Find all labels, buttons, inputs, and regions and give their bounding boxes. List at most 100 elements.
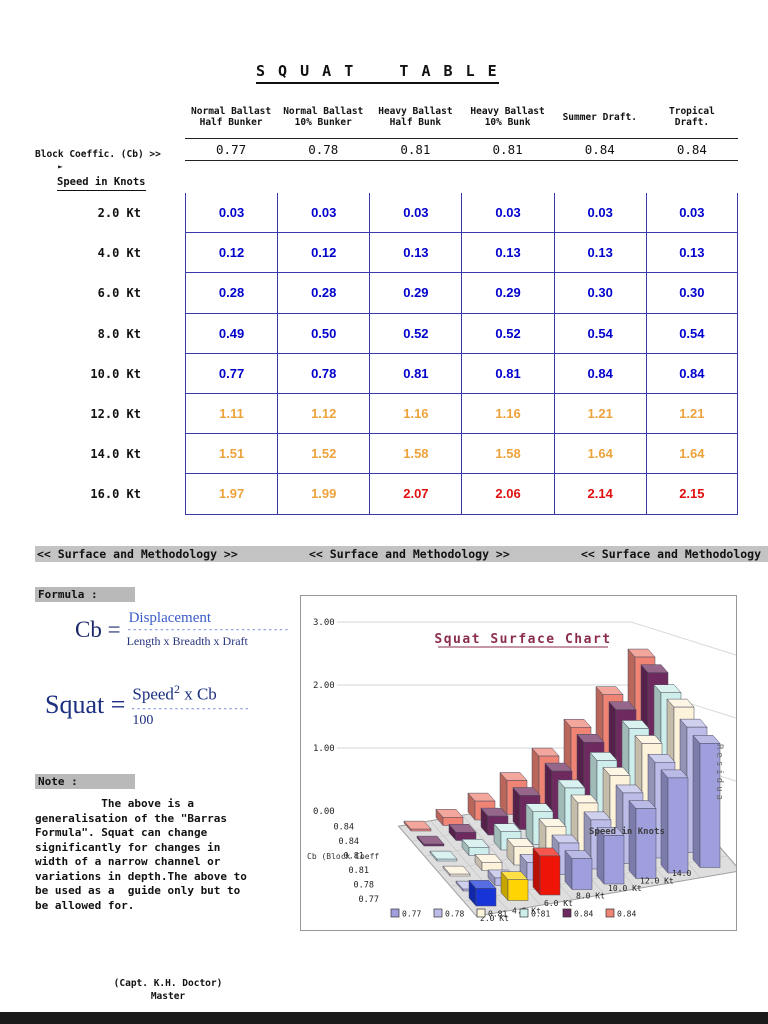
- squat-value-cell: 0.78: [277, 353, 370, 394]
- bar-3d: [403, 820, 432, 832]
- column-header: Heavy Ballast 10% Bunk: [461, 100, 553, 134]
- legend-label: 0.84: [574, 910, 593, 919]
- legend-label: 0.81: [531, 910, 550, 919]
- squat-formula-numerator: Speed2 x Cb: [132, 682, 217, 704]
- column-header: Tropical Draft.: [646, 100, 738, 134]
- squat-value-cell: 1.16: [369, 393, 462, 435]
- squat-value-cell: 1.52: [277, 434, 370, 475]
- methodology-bar: << Surface and Methodology >> << Surface …: [35, 546, 768, 562]
- cb-value: 0.77: [216, 142, 247, 157]
- bar-3d: [474, 853, 503, 872]
- cb-value: 0.81: [492, 142, 523, 157]
- cb-formula: Cb = Displacement ----------------------…: [75, 610, 289, 649]
- column-header-line: Half Bunker: [199, 117, 263, 128]
- squat-value-cell: 0.03: [277, 193, 370, 234]
- series-axis-label: 0.81: [344, 852, 364, 862]
- cb-formula-fraction-bar: ------------------------------: [126, 625, 290, 635]
- squat-value-cell: 0.29: [369, 273, 462, 314]
- cb-formula-numerator: Displacement: [128, 610, 212, 626]
- bar-3d: [461, 838, 490, 857]
- methodology-label: << Surface and Methodology >>: [37, 547, 238, 561]
- squat-value-cell: 1.11: [185, 393, 278, 435]
- page-title: S Q U A T T A B L E: [256, 62, 499, 84]
- legend-swatch: [605, 908, 615, 918]
- squat-value-cell: 0.54: [645, 313, 738, 354]
- squat-surface-chart: 3.00 2.00 1.00 0.00 0.77 0.78 0.81 0.81 0.84 0.84…: [307, 618, 736, 923]
- signature-name: (Capt. K.H. Doctor): [113, 978, 223, 989]
- speed-row-label: 10.0 Kt: [90, 366, 141, 381]
- bar-3d: [468, 879, 497, 907]
- category-axis-label: 2.0 Kt: [480, 914, 509, 923]
- speed-row-label: 4.0 Kt: [97, 246, 141, 261]
- column-header: Normal Ballast 10% Bunker: [277, 100, 369, 134]
- column-header-line: Half Bunk: [389, 117, 442, 128]
- series-axis-label: 0.78: [354, 881, 374, 891]
- cb-value: 0.84: [584, 142, 615, 157]
- squat-value-cell: 0.84: [645, 353, 738, 394]
- squat-value-cell: 0.49: [185, 313, 278, 354]
- bar-3d: [628, 799, 657, 880]
- right-axis-label: Residua: [714, 744, 724, 803]
- value-axis-tick: 0.00: [313, 807, 335, 817]
- methodology-label: << Surface and Methodology >>: [309, 547, 510, 561]
- legend-swatch: [390, 908, 400, 918]
- squat-value-cell: 0.03: [645, 193, 738, 234]
- squat-value-cell: 2.14: [553, 474, 646, 515]
- squat-value-cell: 1.64: [645, 434, 738, 475]
- squat-value-cell: 0.84: [553, 353, 646, 394]
- squat-value-cell: 0.77: [185, 353, 278, 394]
- bar-3d: [499, 771, 528, 816]
- squat-value-cell: 0.30: [645, 273, 738, 314]
- squat-value-cell: 0.03: [461, 193, 554, 234]
- bar-3d: [448, 823, 477, 842]
- squat-surface-chart-panel: 3.00 2.00 1.00 0.00 0.77 0.78 0.81 0.81 0.84 0.84…: [300, 595, 737, 931]
- category-axis-title: Speed in Knots: [589, 826, 665, 837]
- category-axis-label: 10.0 Kt: [608, 884, 642, 893]
- squat-value-cell: 0.12: [185, 233, 278, 274]
- column-header-line: Normal Ballast: [191, 106, 272, 117]
- chart-title: Squat Surface Chart: [434, 632, 611, 647]
- category-axis-label: 6.0 Kt: [544, 899, 573, 908]
- series-axis-label: 0.77: [359, 895, 379, 905]
- speed-row-label: 16.0 Kt: [90, 487, 141, 502]
- signature-block: (Capt. K.H. Doctor) Master: [68, 977, 268, 1003]
- category-axis-label: 12.0 Kt: [640, 877, 674, 886]
- back-wall-edge: [630, 621, 736, 656]
- cb-value: 0.78: [308, 142, 339, 157]
- squat-value-cell: 1.99: [277, 474, 370, 515]
- squat-value-cell: 0.54: [553, 313, 646, 354]
- bar-3d: [435, 808, 464, 827]
- squat-table-body: 2.0 Kt 0.03 0.03 0.03 0.03 0.03 0.03 4.0 Kt 0.12…: [35, 193, 738, 515]
- squat-value-cell: 0.81: [369, 353, 462, 394]
- squat-value-cell: 1.16: [461, 393, 554, 435]
- column-header-line: 10% Bunk: [484, 117, 531, 128]
- column-header: Heavy Ballast Half Bunk: [369, 100, 461, 134]
- column-header-line: Tropical: [669, 106, 715, 117]
- series-axis-label: 0.81: [349, 866, 369, 876]
- squat-formula-fraction-bar: ----------------------: [130, 703, 250, 714]
- legend-label: 0.84: [617, 910, 636, 919]
- column-header-line: Draft.: [674, 117, 710, 128]
- squat-value-cell: 0.28: [277, 273, 370, 314]
- bar-3d: [500, 871, 529, 902]
- speed-row-label: 2.0 Kt: [97, 206, 141, 221]
- bar-3d: [442, 865, 471, 877]
- squat-value-cell: 0.52: [461, 313, 554, 354]
- series-axis-title: Cb (Block Coeff: [307, 852, 379, 861]
- squat-value-cell: 0.50: [277, 313, 370, 354]
- bar-3d: [660, 769, 689, 874]
- squat-value-cell: 0.03: [369, 193, 462, 234]
- column-header: Summer Draft.: [554, 100, 646, 134]
- methodology-label: << Surface and Methodology >>: [581, 547, 768, 561]
- value-axis-tick: 2.00: [313, 681, 335, 691]
- squat-value-cell: 1.64: [553, 434, 646, 475]
- speed-row-label: 8.0 Kt: [97, 326, 141, 341]
- squat-formula: Squat = Speed2 x Cb --------------------…: [45, 682, 250, 729]
- legend-swatch: [433, 908, 443, 918]
- header-divider-top: [185, 138, 738, 139]
- speed-row-label: 6.0 Kt: [97, 286, 141, 301]
- category-axis-label: 8.0 Kt: [576, 892, 605, 901]
- note-heading: Note :: [35, 774, 135, 789]
- table-column-headers: Normal Ballast Half Bunker Normal Ballast 1…: [185, 100, 738, 134]
- column-header-line: Heavy Ballast: [378, 106, 453, 117]
